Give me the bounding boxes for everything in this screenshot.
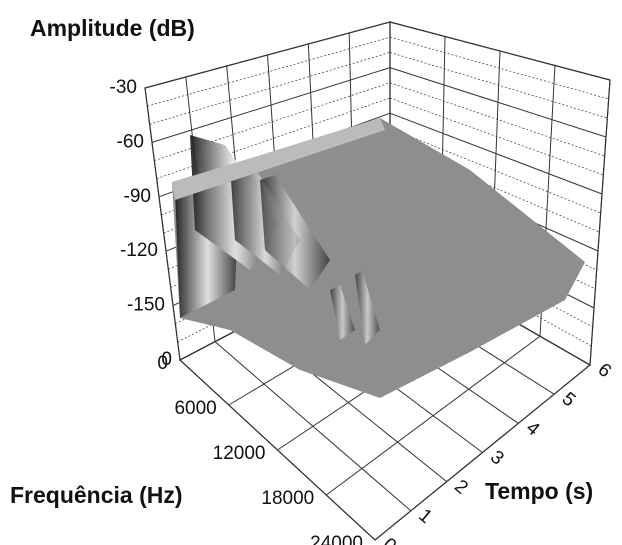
- z-axis-title: Amplitude (dB): [30, 15, 195, 41]
- z-tick-label: -60: [117, 131, 144, 152]
- x-axis-title: Frequência (Hz): [10, 482, 183, 508]
- z-tick-label: -90: [124, 186, 151, 207]
- x-tick-label: 0: [157, 353, 168, 374]
- z-tick-label: -150: [127, 295, 165, 316]
- y-tick-label: 2: [450, 476, 472, 499]
- x-tick-label: 24000: [310, 533, 363, 545]
- y-tick-label: 0: [379, 534, 401, 545]
- surface: [172, 118, 585, 398]
- y-tick-label: 6: [594, 359, 616, 382]
- y-axis-title: Tempo (s): [485, 478, 593, 504]
- grid-line: [214, 341, 412, 512]
- grid-line: [589, 79, 611, 366]
- surface-ridge: [172, 118, 385, 200]
- grid-line: [144, 87, 181, 361]
- x-tick-label: 6000: [174, 398, 216, 419]
- y-tick-label: 3: [486, 447, 508, 470]
- z-tick-label: 0: [161, 349, 172, 370]
- z-tick-label: -30: [110, 77, 137, 98]
- surface-peak: [260, 175, 330, 290]
- z-tick-label: -120: [120, 240, 158, 261]
- y-tick-label: 1: [414, 505, 436, 528]
- surface-peak: [355, 270, 380, 345]
- x-tick-label: 18000: [261, 488, 314, 509]
- grid-line: [179, 359, 376, 541]
- y-tick-label: 5: [558, 388, 580, 411]
- x-tick-label: 12000: [213, 443, 266, 464]
- surface-peak: [330, 285, 355, 340]
- y-tick-label: 4: [522, 418, 544, 441]
